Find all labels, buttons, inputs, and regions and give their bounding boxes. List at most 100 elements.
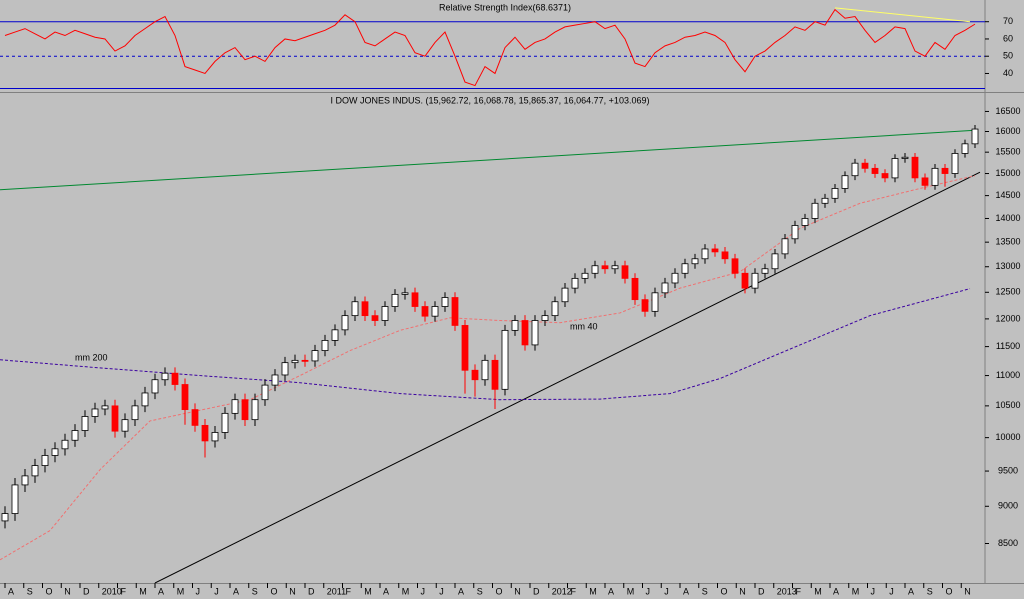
x-tick-label: M bbox=[627, 586, 635, 596]
x-tick-label: M bbox=[139, 586, 147, 596]
x-tick-label: A bbox=[233, 586, 239, 596]
x-tick-label: J bbox=[889, 586, 894, 596]
y-tick-label: 15500 bbox=[995, 147, 1020, 157]
y-tick-label: 14000 bbox=[995, 213, 1020, 223]
candle-body bbox=[761, 268, 769, 274]
y-tick-label: 12000 bbox=[995, 313, 1020, 323]
y-tick-label: 16500 bbox=[995, 106, 1020, 116]
x-tick-label: N bbox=[289, 586, 296, 596]
x-tick-label: A bbox=[608, 586, 614, 596]
candle-body bbox=[121, 419, 129, 432]
x-tick-label: D bbox=[758, 586, 765, 596]
candle-body bbox=[421, 306, 429, 317]
x-tick-label: A bbox=[458, 586, 464, 596]
candle-body bbox=[101, 405, 109, 410]
candle-body bbox=[51, 448, 59, 456]
x-tick-label: 2012 bbox=[552, 586, 572, 596]
candle-body bbox=[61, 439, 69, 450]
x-tick-label: J bbox=[421, 586, 426, 596]
candle-body bbox=[671, 272, 679, 284]
candle-body bbox=[31, 465, 39, 477]
candle-body bbox=[751, 272, 759, 289]
candle-body bbox=[571, 277, 579, 289]
x-tick-label: M bbox=[177, 586, 185, 596]
x-tick-label: M bbox=[589, 586, 597, 596]
candle-body bbox=[331, 329, 339, 341]
candle-body bbox=[431, 306, 439, 317]
candle-body bbox=[311, 350, 319, 362]
candle-body bbox=[951, 153, 959, 174]
candle-body bbox=[501, 329, 509, 390]
x-tick-label: O bbox=[271, 586, 278, 596]
candle-body bbox=[461, 325, 469, 371]
ma-label: mm 40 bbox=[570, 321, 598, 331]
x-tick-label: O bbox=[496, 586, 503, 596]
x-tick-label: A bbox=[383, 586, 389, 596]
x-tick-label: 2013 bbox=[777, 586, 797, 596]
y-tick-label: 13000 bbox=[995, 261, 1020, 271]
candle-body bbox=[241, 399, 249, 421]
candle-body bbox=[781, 238, 789, 255]
candle-body bbox=[731, 258, 739, 274]
y-tick-label: 40 bbox=[1003, 68, 1013, 78]
candle-body bbox=[861, 162, 869, 169]
candle-body bbox=[661, 282, 669, 294]
x-tick-label: M bbox=[402, 586, 410, 596]
x-tick-label: A bbox=[8, 586, 14, 596]
candle-body bbox=[701, 248, 709, 260]
candle-body bbox=[891, 158, 899, 179]
x-tick-label: N bbox=[739, 586, 746, 596]
x-tick-label: A bbox=[833, 586, 839, 596]
y-tick-label: 10000 bbox=[995, 432, 1020, 442]
candle-body bbox=[451, 297, 459, 326]
candle-body bbox=[261, 384, 269, 401]
candle-body bbox=[351, 301, 359, 317]
candle-body bbox=[521, 320, 529, 346]
candle-body bbox=[801, 218, 809, 226]
candle-body bbox=[391, 293, 399, 307]
candle-body bbox=[511, 320, 519, 331]
candle-body bbox=[81, 416, 89, 431]
x-tick-label: M bbox=[814, 586, 822, 596]
y-tick-label: 70 bbox=[1003, 16, 1013, 26]
candle-body bbox=[831, 188, 839, 199]
x-tick-label: M bbox=[364, 586, 372, 596]
trendline bbox=[154, 171, 981, 583]
candle-body bbox=[621, 265, 629, 279]
x-tick-label: S bbox=[477, 586, 483, 596]
candle-body bbox=[321, 340, 329, 351]
candle-body bbox=[841, 175, 849, 189]
candle-body bbox=[691, 258, 699, 265]
candle-body bbox=[591, 265, 599, 274]
y-tick-label: 11000 bbox=[996, 370, 1020, 380]
candle-body bbox=[911, 156, 919, 179]
x-tick-label: O bbox=[946, 586, 953, 596]
x-tick-label: J bbox=[664, 586, 669, 596]
candle-body bbox=[491, 359, 499, 390]
x-tick-label: M bbox=[852, 586, 860, 596]
candle-body bbox=[541, 315, 549, 321]
moving-average bbox=[0, 175, 976, 561]
candle-body bbox=[151, 379, 159, 394]
candle-body bbox=[111, 405, 119, 432]
candle-body bbox=[921, 177, 929, 186]
x-tick-label: D bbox=[83, 586, 90, 596]
y-tick-label: 13500 bbox=[995, 237, 1020, 247]
chart-title: Relative Strength Index(68.6371) bbox=[439, 2, 571, 12]
candle-body bbox=[251, 399, 259, 421]
candle-body bbox=[471, 369, 479, 381]
candle-body bbox=[401, 292, 409, 295]
candle-body bbox=[611, 265, 619, 270]
x-tick-label: 2010 bbox=[102, 586, 122, 596]
x-tick-label: F bbox=[796, 586, 802, 596]
x-tick-label: F bbox=[346, 586, 352, 596]
candle-body bbox=[791, 225, 799, 240]
candle-body bbox=[821, 197, 829, 204]
x-tick-label: A bbox=[158, 586, 164, 596]
candle-body bbox=[811, 202, 819, 219]
candle-body bbox=[641, 299, 649, 312]
candle-body bbox=[651, 292, 659, 312]
x-tick-label: F bbox=[121, 586, 127, 596]
y-tick-label: 9000 bbox=[998, 501, 1018, 511]
